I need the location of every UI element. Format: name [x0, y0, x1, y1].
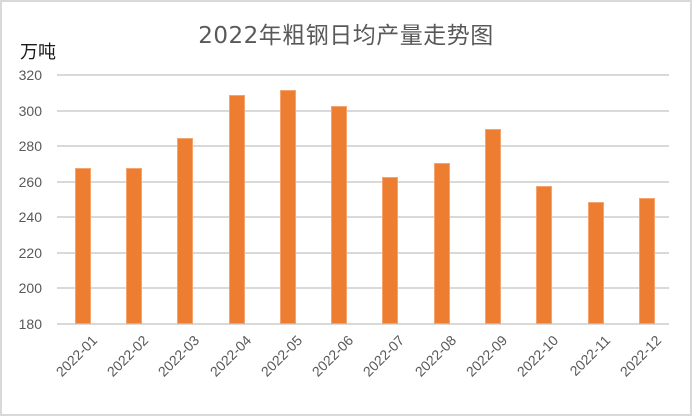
bar-2022-08 — [433, 163, 450, 324]
bar-2022-03 — [177, 138, 194, 324]
y-tick-label: 320 — [18, 67, 42, 83]
y-tick-label: 280 — [18, 138, 42, 155]
gridline — [57, 145, 669, 148]
bar-2022-06 — [331, 106, 348, 324]
gridline — [57, 287, 669, 290]
bar-2022-07 — [382, 177, 399, 324]
bar-2022-09 — [485, 129, 502, 324]
y-tick-label: 260 — [18, 173, 42, 190]
bar-2022-04 — [228, 94, 245, 324]
bar-2022-11 — [587, 202, 604, 324]
gridline — [57, 323, 669, 325]
y-tick-label: 240 — [18, 209, 42, 226]
bar-2022-01 — [74, 168, 91, 324]
bar-2022-02 — [125, 168, 142, 324]
bar-2022-05 — [279, 90, 296, 324]
bar-2022-10 — [536, 186, 553, 324]
gridline — [57, 74, 669, 76]
gridline — [57, 109, 669, 112]
y-axis-unit-label: 万吨 — [20, 42, 56, 63]
y-tick-label: 180 — [18, 316, 42, 332]
y-tick-label: 300 — [18, 102, 42, 119]
y-tick-label: 200 — [18, 280, 42, 297]
gridline — [57, 216, 669, 219]
gridline — [57, 251, 669, 254]
y-tick-label: 220 — [18, 244, 42, 261]
gridline — [57, 180, 669, 183]
bar-2022-12 — [638, 197, 655, 324]
chart-title: 2022年粗钢日均产量走势图 — [198, 23, 494, 49]
